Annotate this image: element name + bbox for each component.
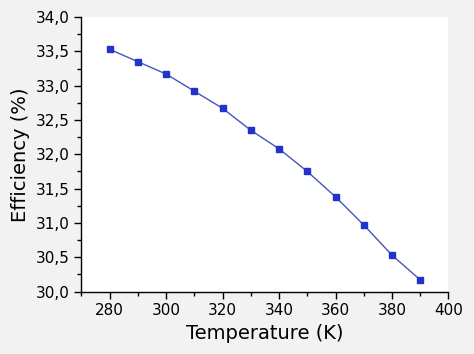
- X-axis label: Temperature (K): Temperature (K): [186, 324, 344, 343]
- Y-axis label: Efficiency (%): Efficiency (%): [11, 87, 30, 222]
